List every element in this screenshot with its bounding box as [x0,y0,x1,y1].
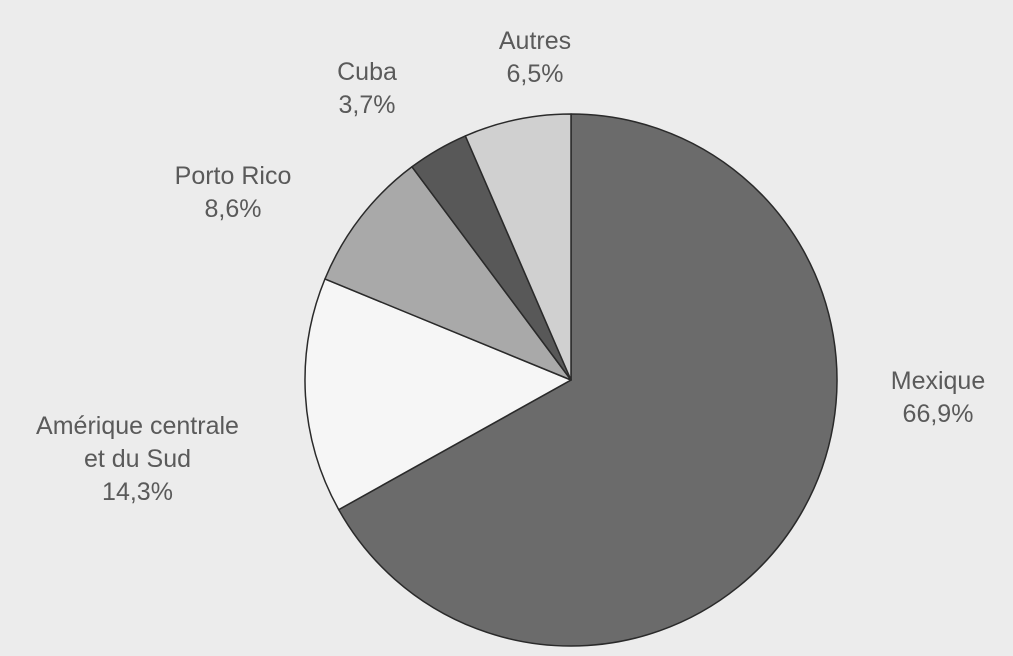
pie-slice-porto-rico [324,166,572,381]
pie-slice-autres [464,113,572,381]
label-autres-name: Autres [498,27,572,55]
label-porto-rico-value: 8,6% [204,195,262,223]
label-autres-value: 6,5% [506,60,564,88]
label-amerique-centrale-line1: Amérique centrale [36,412,239,440]
pie-slice-mexique [337,113,838,647]
label-porto-rico-name: Porto Rico [174,162,292,190]
label-cuba-name: Cuba [337,58,397,86]
label-amerique-centrale-value: 14,3% [102,478,173,506]
label-mexique: Mexique 66,9% [868,365,1008,431]
label-mexique-name: Mexique [890,367,986,395]
label-amerique-centrale: Amérique centrale et du Sud 14,3% [0,410,275,509]
label-porto-rico: Porto Rico 8,6% [138,160,328,226]
label-amerique-centrale-line2: et du Sud [83,445,192,473]
label-cuba-value: 3,7% [338,91,396,119]
label-autres: Autres 6,5% [475,25,595,91]
pie-slice-amerique-centrale-et-du-sud [304,278,572,511]
label-cuba: Cuba 3,7% [312,56,422,122]
label-mexique-value: 66,9% [902,400,974,428]
